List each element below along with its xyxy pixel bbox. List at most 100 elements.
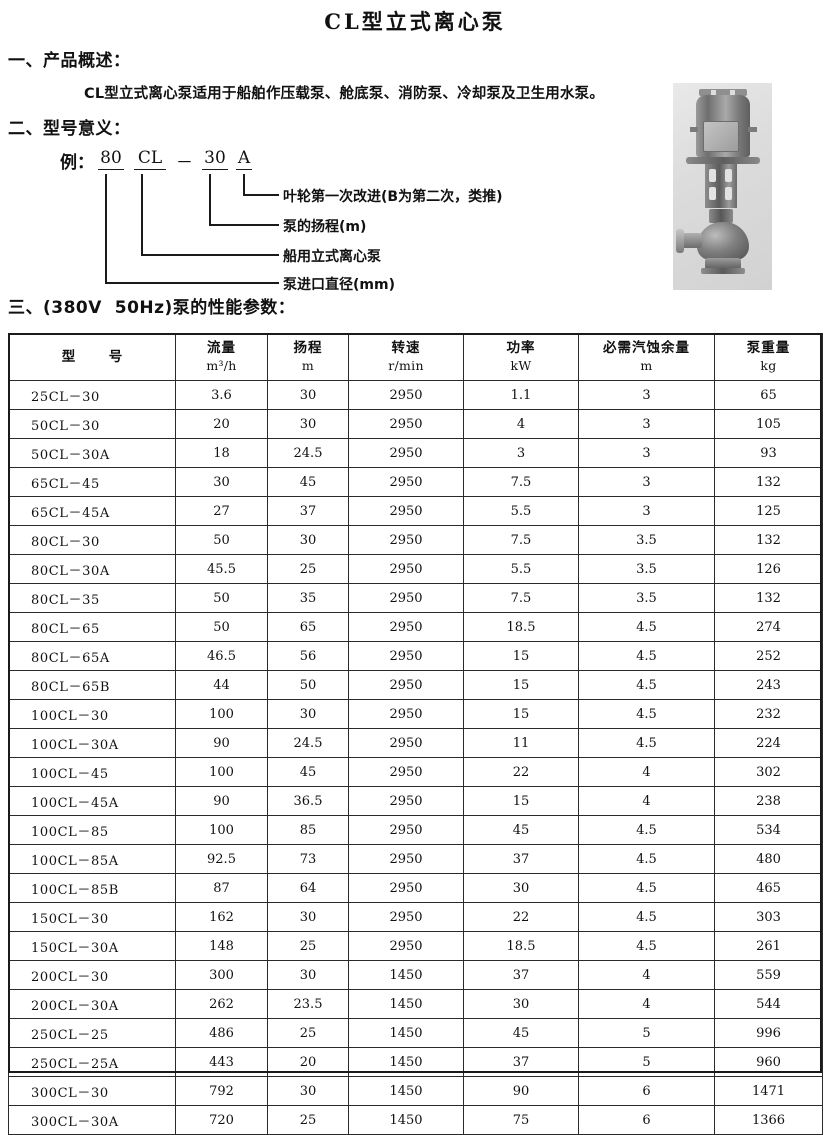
cell-value: 4.5 — [578, 699, 715, 729]
cell-value: 105 — [714, 409, 823, 439]
cell-value: 27 — [175, 496, 268, 526]
table-row: 65CL－45A 27 37 2950 5.5 3 125 — [8, 496, 823, 526]
table-row: 100CL－85A 92.5 73 2950 37 4.5 480 — [8, 844, 823, 874]
pump-volute-casing — [697, 222, 749, 260]
cell-value: 2950 — [348, 496, 464, 526]
pump-motor-flange — [686, 157, 760, 164]
table-row: 250CL－25 486 25 1450 45 5 996 — [8, 1018, 823, 1048]
cell-value: 4.5 — [578, 641, 715, 671]
cell-model: 200CL－30A — [8, 989, 176, 1019]
cell-value: 3.6 — [175, 380, 268, 410]
cell-value: 125 — [714, 496, 823, 526]
cell-value: 30 — [267, 525, 349, 555]
cell-value: 4 — [463, 409, 579, 439]
cell-model: 50CL－30 — [8, 409, 176, 439]
cell-value: 30 — [267, 960, 349, 990]
cell-value: 4.5 — [578, 728, 715, 758]
cell-value: 45 — [267, 467, 349, 497]
cell-value: 4 — [578, 989, 715, 1019]
cell-value: 3.5 — [578, 525, 715, 555]
cell-value: 65 — [267, 612, 349, 642]
cell-value: 7.5 — [463, 467, 579, 497]
cell-model: 150CL－30 — [8, 902, 176, 932]
cell-model: 80CL－65 — [8, 612, 176, 642]
cell-value: 90 — [463, 1076, 579, 1106]
cell-value: 15 — [463, 699, 579, 729]
cell-model: 50CL－30A — [8, 438, 176, 468]
table-row: 80CL－65 50 65 2950 18.5 4.5 274 — [8, 612, 823, 642]
model-token-bore: 80 — [98, 148, 124, 170]
cell-value: 25 — [267, 1018, 349, 1048]
cell-value: 45 — [463, 1018, 579, 1048]
cell-value: 2950 — [348, 931, 464, 961]
cell-value: 5 — [578, 1018, 715, 1048]
pump-suction-flange — [680, 233, 702, 248]
cell-value: 2950 — [348, 757, 464, 787]
cell-value: 30 — [267, 1076, 349, 1106]
cell-value: 65 — [714, 380, 823, 410]
cell-model: 25CL－30 — [8, 380, 176, 410]
cell-value: 996 — [714, 1018, 823, 1048]
cell-model: 80CL－35 — [8, 583, 176, 613]
cell-model: 65CL－45 — [8, 467, 176, 497]
cell-value: 100 — [175, 757, 268, 787]
column-header-head: 扬程 m — [267, 333, 349, 381]
cell-value: 126 — [714, 554, 823, 584]
cell-value: 2950 — [348, 409, 464, 439]
table-row: 80CL－30A 45.5 25 2950 5.5 3.5 126 — [8, 554, 823, 584]
cell-value: 3 — [578, 409, 715, 439]
table-row: 80CL－65B 44 50 2950 15 4.5 243 — [8, 670, 823, 700]
cell-value: 303 — [714, 902, 823, 932]
cell-value: 20 — [267, 1047, 349, 1077]
cell-value: 2950 — [348, 815, 464, 845]
table-row: 300CL－30 792 30 1450 90 6 1471 — [8, 1076, 823, 1106]
page-title: CL型立式离心泵 — [324, 9, 506, 34]
pump-lug-gap-right — [730, 90, 735, 96]
cell-value: 37 — [463, 1047, 579, 1077]
pump-terminal-box — [703, 121, 739, 152]
cell-value: 3.5 — [578, 554, 715, 584]
cell-value: 15 — [463, 670, 579, 700]
table-row: 50CL－30A 18 24.5 2950 3 3 93 — [8, 438, 823, 468]
table-header-row: 型 号 流量 m³/h 扬程 m 转速 r/min 功率 kW 必需汽蚀余量 m — [8, 333, 823, 381]
table-row: 80CL－30 50 30 2950 7.5 3.5 132 — [8, 525, 823, 555]
cell-model: 100CL－30 — [8, 699, 176, 729]
cell-value: 465 — [714, 873, 823, 903]
cell-value: 1450 — [348, 1018, 464, 1048]
cell-value: 30 — [267, 409, 349, 439]
cell-value: 24.5 — [267, 728, 349, 758]
model-token-head: 30 — [202, 148, 228, 170]
cell-value: 85 — [267, 815, 349, 845]
cell-value: 2950 — [348, 699, 464, 729]
cell-model: 300CL－30A — [8, 1105, 176, 1135]
table-row: 150CL－30 162 30 2950 22 4.5 303 — [8, 902, 823, 932]
cell-model: 100CL－30A — [8, 728, 176, 758]
cell-value: 2950 — [348, 554, 464, 584]
pump-bracket-window-4 — [725, 187, 732, 200]
cell-value: 262 — [175, 989, 268, 1019]
cell-value: 2950 — [348, 525, 464, 555]
cell-value: 23.5 — [267, 989, 349, 1019]
pump-base-plate — [701, 268, 745, 274]
example-prefix-label: 例： — [60, 153, 94, 173]
cell-value: 132 — [714, 525, 823, 555]
cell-value: 3 — [578, 438, 715, 468]
table-row: 80CL－35 50 35 2950 7.5 3.5 132 — [8, 583, 823, 613]
cell-value: 559 — [714, 960, 823, 990]
cell-value: 2950 — [348, 612, 464, 642]
cell-value: 30 — [267, 380, 349, 410]
cell-value: 2950 — [348, 902, 464, 932]
table-row: 100CL－85B 87 64 2950 30 4.5 465 — [8, 873, 823, 903]
table-row: 200CL－30A 262 23.5 1450 30 4 544 — [8, 989, 823, 1019]
cell-model: 200CL－30 — [8, 960, 176, 990]
cell-value: 4.5 — [578, 873, 715, 903]
cell-value: 148 — [175, 931, 268, 961]
model-token-series: CL — [134, 148, 166, 170]
table-row: 250CL－25A 443 20 1450 37 5 960 — [8, 1047, 823, 1077]
cell-model: 100CL－45 — [8, 757, 176, 787]
cell-value: 4.5 — [578, 815, 715, 845]
cell-value: 3 — [578, 380, 715, 410]
cell-value: 3.5 — [578, 583, 715, 613]
cell-value: 232 — [714, 699, 823, 729]
cell-value: 15 — [463, 641, 579, 671]
